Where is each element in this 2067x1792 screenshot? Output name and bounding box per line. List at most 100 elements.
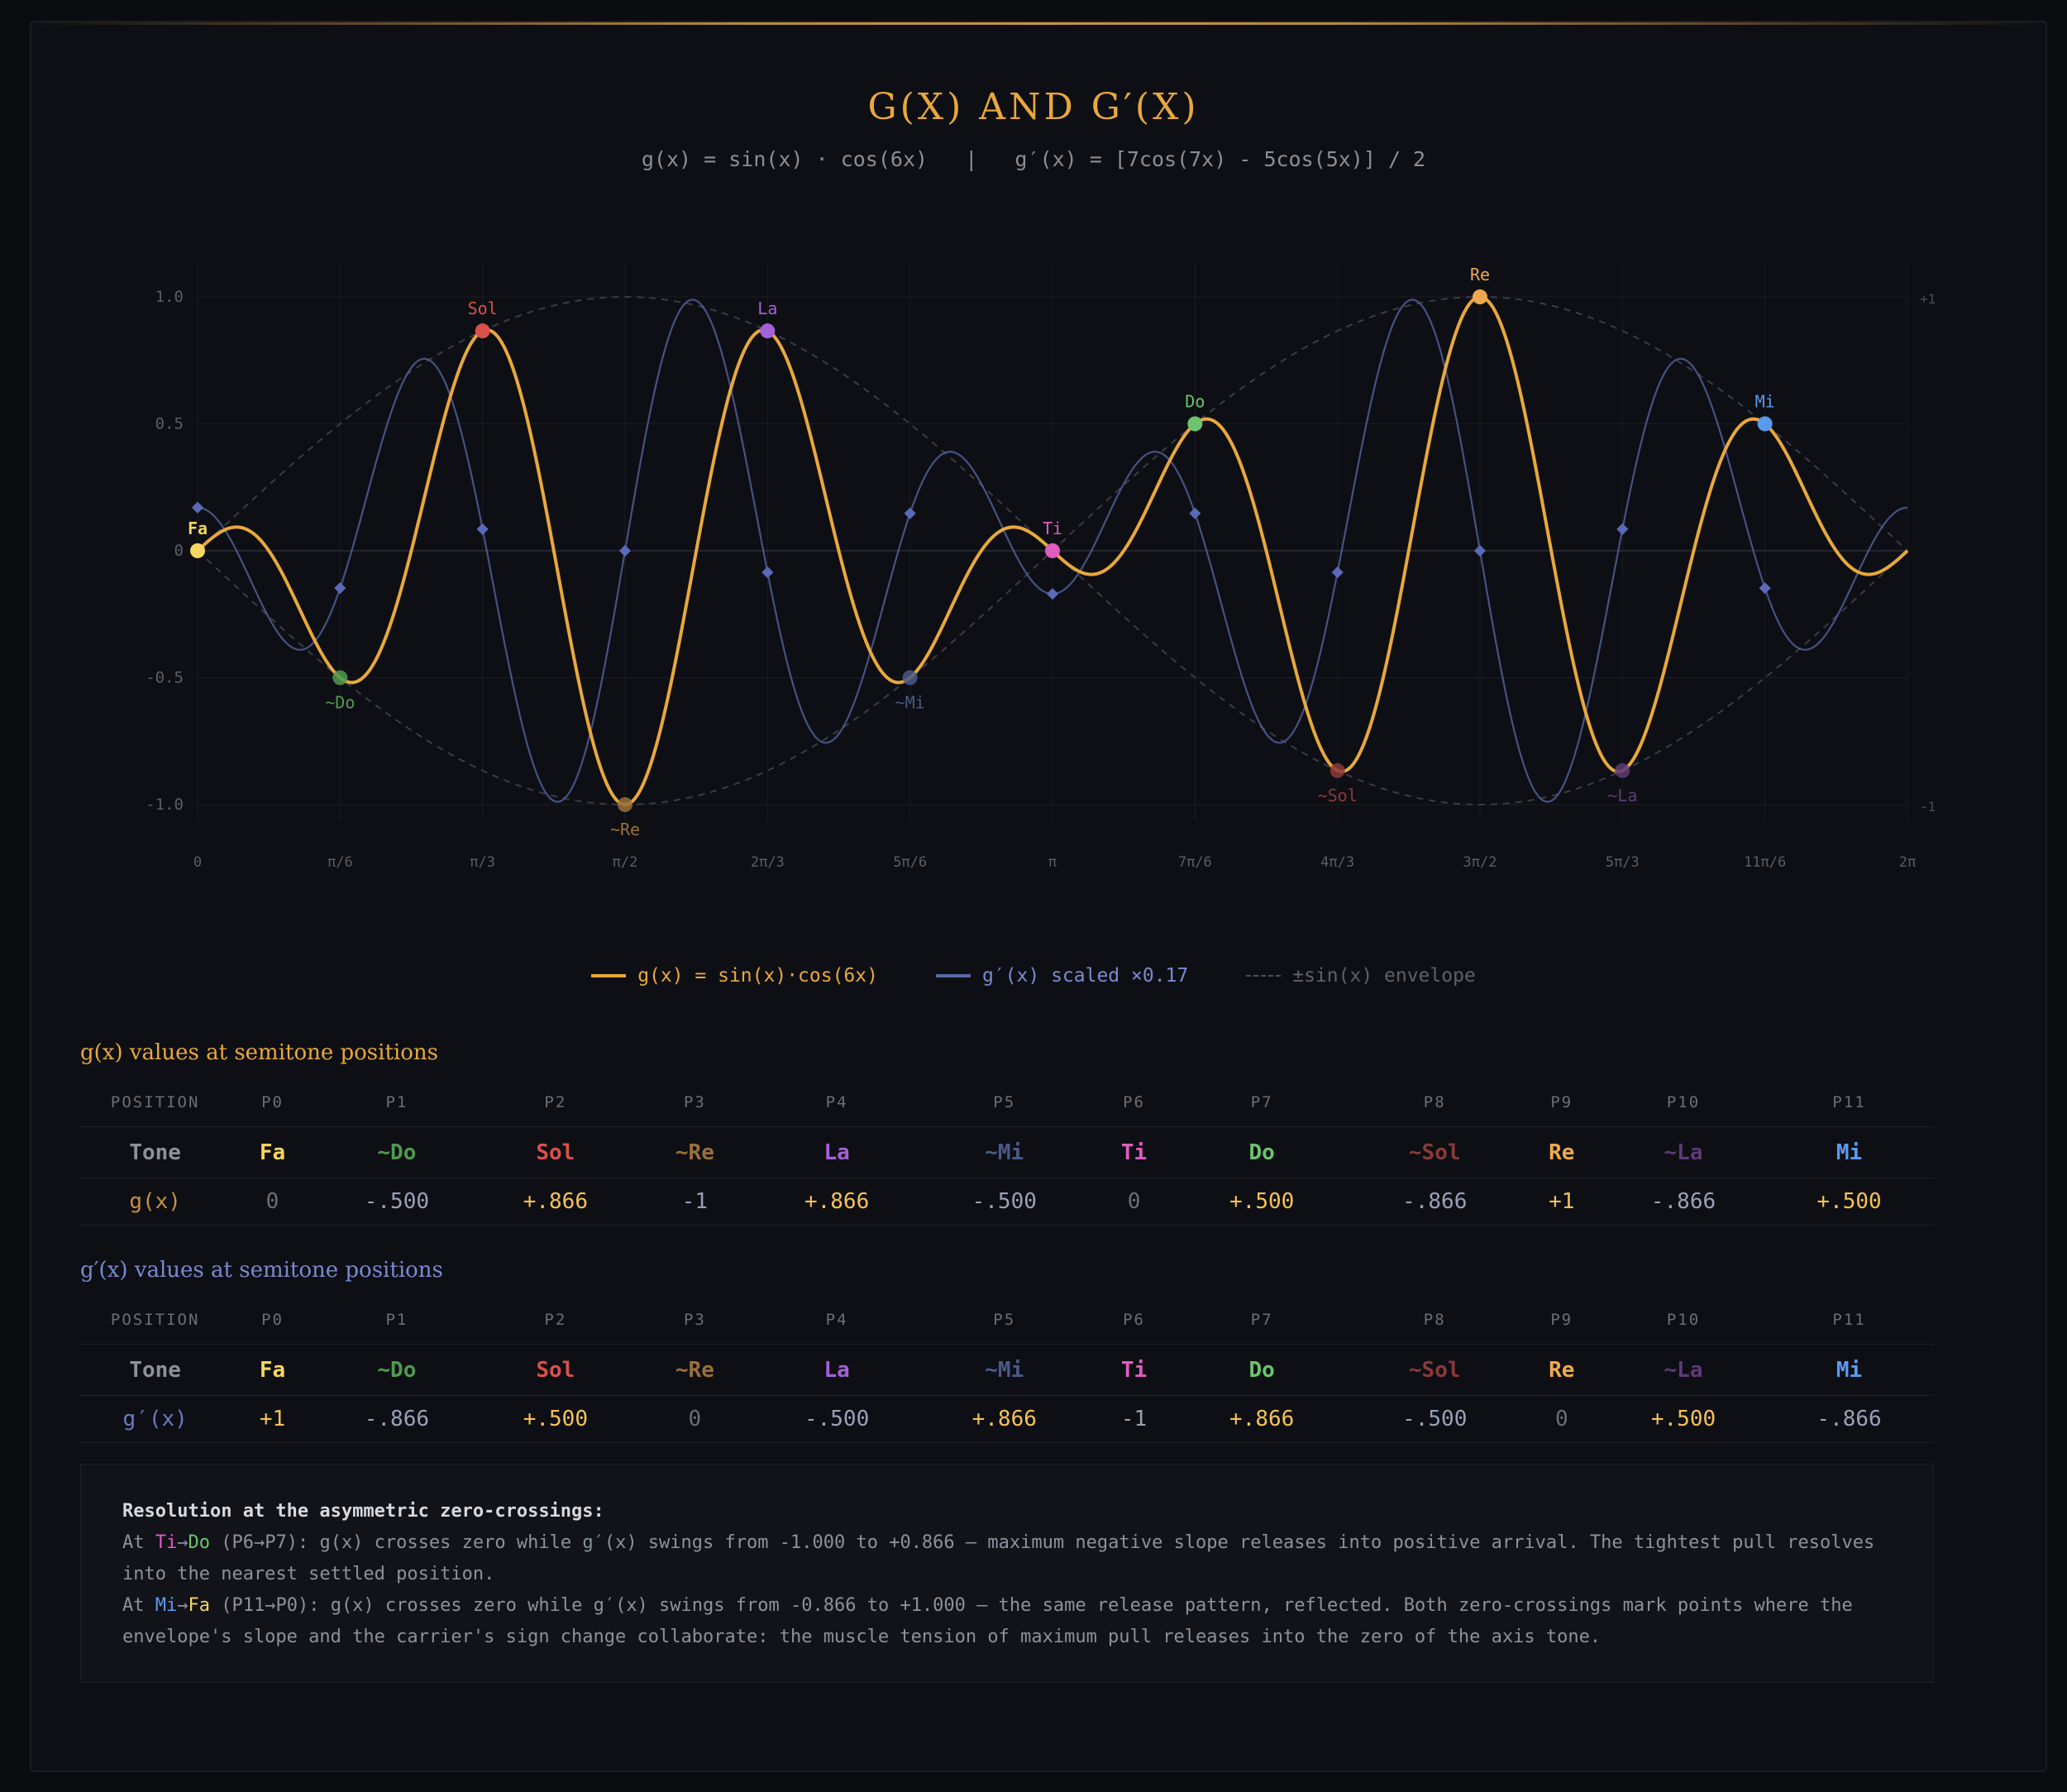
legend-label-envelope: ±sin(x) envelope <box>1292 965 1476 987</box>
note-heading: Resolution at the asymmetric zero-crossi… <box>122 1501 604 1522</box>
legend-label-g: g(x) = sin(x)·cos(6x) <box>637 965 878 987</box>
value-cell: +1 <box>230 1395 315 1443</box>
note-tone-mi: Mi <box>155 1595 178 1616</box>
tone-label: Tone <box>80 1126 231 1178</box>
tone-point-label: Fa <box>188 518 208 538</box>
legend-swatch-g <box>591 974 627 977</box>
tone-point <box>1757 416 1773 432</box>
tone-point <box>1045 543 1060 558</box>
tone-cell: Ti <box>1092 1344 1176 1396</box>
value-label: g(x) <box>80 1178 231 1226</box>
tone-point-label: ~La <box>1607 786 1637 805</box>
position-p10: P10 <box>1602 1296 1765 1345</box>
table-g-heading: g(x) values at semitone positions <box>80 1040 438 1065</box>
x-tick-label: 2π <box>1899 854 1916 871</box>
value-cell: +.500 <box>1764 1178 1934 1226</box>
tone-cell: Sol <box>479 1344 633 1396</box>
note-line-1-prefix: At <box>122 1532 155 1553</box>
tone-point <box>190 543 205 558</box>
table-gprime: POSITION P0 P1 P2 P3 P4 P5 P6 P7 P8 P9 P10 P11 Tone Fa… <box>80 1296 1934 1443</box>
value-cell: -.866 <box>314 1395 480 1443</box>
note-line-2-text: (P11→P0): g(x) crosses zero while g′(x) … <box>122 1595 1853 1647</box>
note-line-2-prefix: At <box>122 1595 155 1616</box>
position-p6: P6 <box>1092 1078 1176 1127</box>
position-p0: P0 <box>230 1296 315 1345</box>
tone-point <box>1187 416 1203 432</box>
tone-cell: Fa <box>230 1344 315 1396</box>
tone-point <box>618 797 633 812</box>
value-cell: -1 <box>1092 1395 1176 1443</box>
legend-swatch-envelope <box>1246 975 1282 977</box>
tone-cell: ~Sol <box>1348 1126 1521 1178</box>
table-gprime-heading: g′(x) values at semitone positions <box>80 1258 443 1283</box>
position-p2: P2 <box>479 1296 633 1345</box>
gprime-marker <box>1331 566 1344 579</box>
value-cell: 0 <box>632 1395 758 1443</box>
tone-point-label: Do <box>1185 392 1205 412</box>
chart: 0 π/6 π/3 π/2 2π/3 5π/6 π 7π/6 4π/3 3π/2 5π/3 11π/6… <box>146 264 1936 871</box>
x-tick-label: π <box>1048 854 1057 871</box>
x-tick-label: 5π/3 <box>1606 854 1640 871</box>
table-tone-row: Tone Fa ~Do Sol ~Re La ~Mi Ti Do ~Sol Re ~La Mi <box>80 1126 1934 1178</box>
tone-point-label: Sol <box>468 299 498 318</box>
tone-point-label: Mi <box>1755 392 1775 412</box>
right-axis-tick: +1 <box>1920 291 1936 307</box>
accent-line <box>31 22 2046 25</box>
table-header-row: POSITION P0 P1 P2 P3 P4 P5 P6 P7 P8 P9 P10 P11 <box>80 1296 1934 1345</box>
x-tick-label: π/3 <box>470 854 495 871</box>
note-line-2: At Mi→Fa (P11→P0): g(x) crosses zero whi… <box>122 1590 1892 1653</box>
tone-point-label: Ti <box>1043 518 1062 538</box>
position-p9: P9 <box>1520 1296 1602 1345</box>
tone-cell: ~Do <box>314 1126 480 1178</box>
value-cell: +.866 <box>479 1178 633 1226</box>
legend-item-g: g(x) = sin(x)·cos(6x) <box>591 965 878 987</box>
legend-item-envelope: ±sin(x) envelope <box>1246 965 1476 987</box>
value-cell: -.500 <box>757 1395 917 1443</box>
tone-point <box>1329 762 1345 778</box>
tone-cell: ~Re <box>632 1344 758 1396</box>
tone-point-label: ~Mi <box>895 693 925 713</box>
value-cell: +.866 <box>916 1395 1093 1443</box>
tone-cell: Sol <box>479 1126 633 1178</box>
gprime-marker <box>618 544 632 557</box>
value-cell: +.500 <box>1602 1395 1765 1443</box>
value-cell: -1 <box>632 1178 758 1226</box>
tone-point-label: ~Re <box>610 820 640 839</box>
legend-label-gprime: g′(x) scaled ×0.17 <box>981 965 1189 987</box>
value-cell: +.866 <box>757 1178 917 1226</box>
legend-item-gprime: g′(x) scaled ×0.17 <box>935 965 1189 987</box>
table-header-row: POSITION P0 P1 P2 P3 P4 P5 P6 P7 P8 P9 P10 P11 <box>80 1078 1934 1127</box>
tone-point <box>332 670 348 686</box>
tone-cell: ~La <box>1602 1344 1765 1396</box>
gprime-marker <box>476 523 489 535</box>
tone-cell: ~Mi <box>916 1126 1093 1178</box>
x-tick-label: 2π/3 <box>751 854 785 871</box>
x-tick-label: 11π/6 <box>1744 854 1786 871</box>
gprime-marker <box>191 501 204 514</box>
position-p3: P3 <box>632 1296 758 1345</box>
value-cell: -.500 <box>916 1178 1093 1226</box>
y-tick-label: 0 <box>174 542 184 560</box>
value-cell: -.500 <box>314 1178 480 1226</box>
legend-swatch-gprime <box>935 974 971 977</box>
value-cell: -.500 <box>1348 1395 1521 1443</box>
position-p4: P4 <box>757 1078 917 1127</box>
position-p8: P8 <box>1348 1078 1521 1127</box>
value-cell: -.866 <box>1764 1395 1934 1443</box>
x-tick-label: 7π/6 <box>1178 854 1212 871</box>
gprime-marker <box>1616 523 1629 535</box>
position-p7: P7 <box>1175 1296 1349 1345</box>
tone-cell: La <box>757 1344 917 1396</box>
legend: g(x) = sin(x)·cos(6x) g′(x) scaled ×0.17… <box>0 965 2067 987</box>
tone-cell: Ti <box>1092 1126 1176 1178</box>
tone-cell: Do <box>1175 1126 1349 1178</box>
value-cell: +.500 <box>479 1395 633 1443</box>
position-p10: P10 <box>1602 1078 1765 1127</box>
position-p11: P11 <box>1764 1078 1934 1127</box>
resolution-note: Resolution at the asymmetric zero-crossi… <box>80 1464 1934 1683</box>
gprime-marker <box>1473 544 1487 557</box>
gprime-marker <box>1046 588 1059 600</box>
tone-cell: Re <box>1520 1126 1602 1178</box>
note-arrow-1: → <box>177 1532 189 1553</box>
position-p2: P2 <box>479 1078 633 1127</box>
